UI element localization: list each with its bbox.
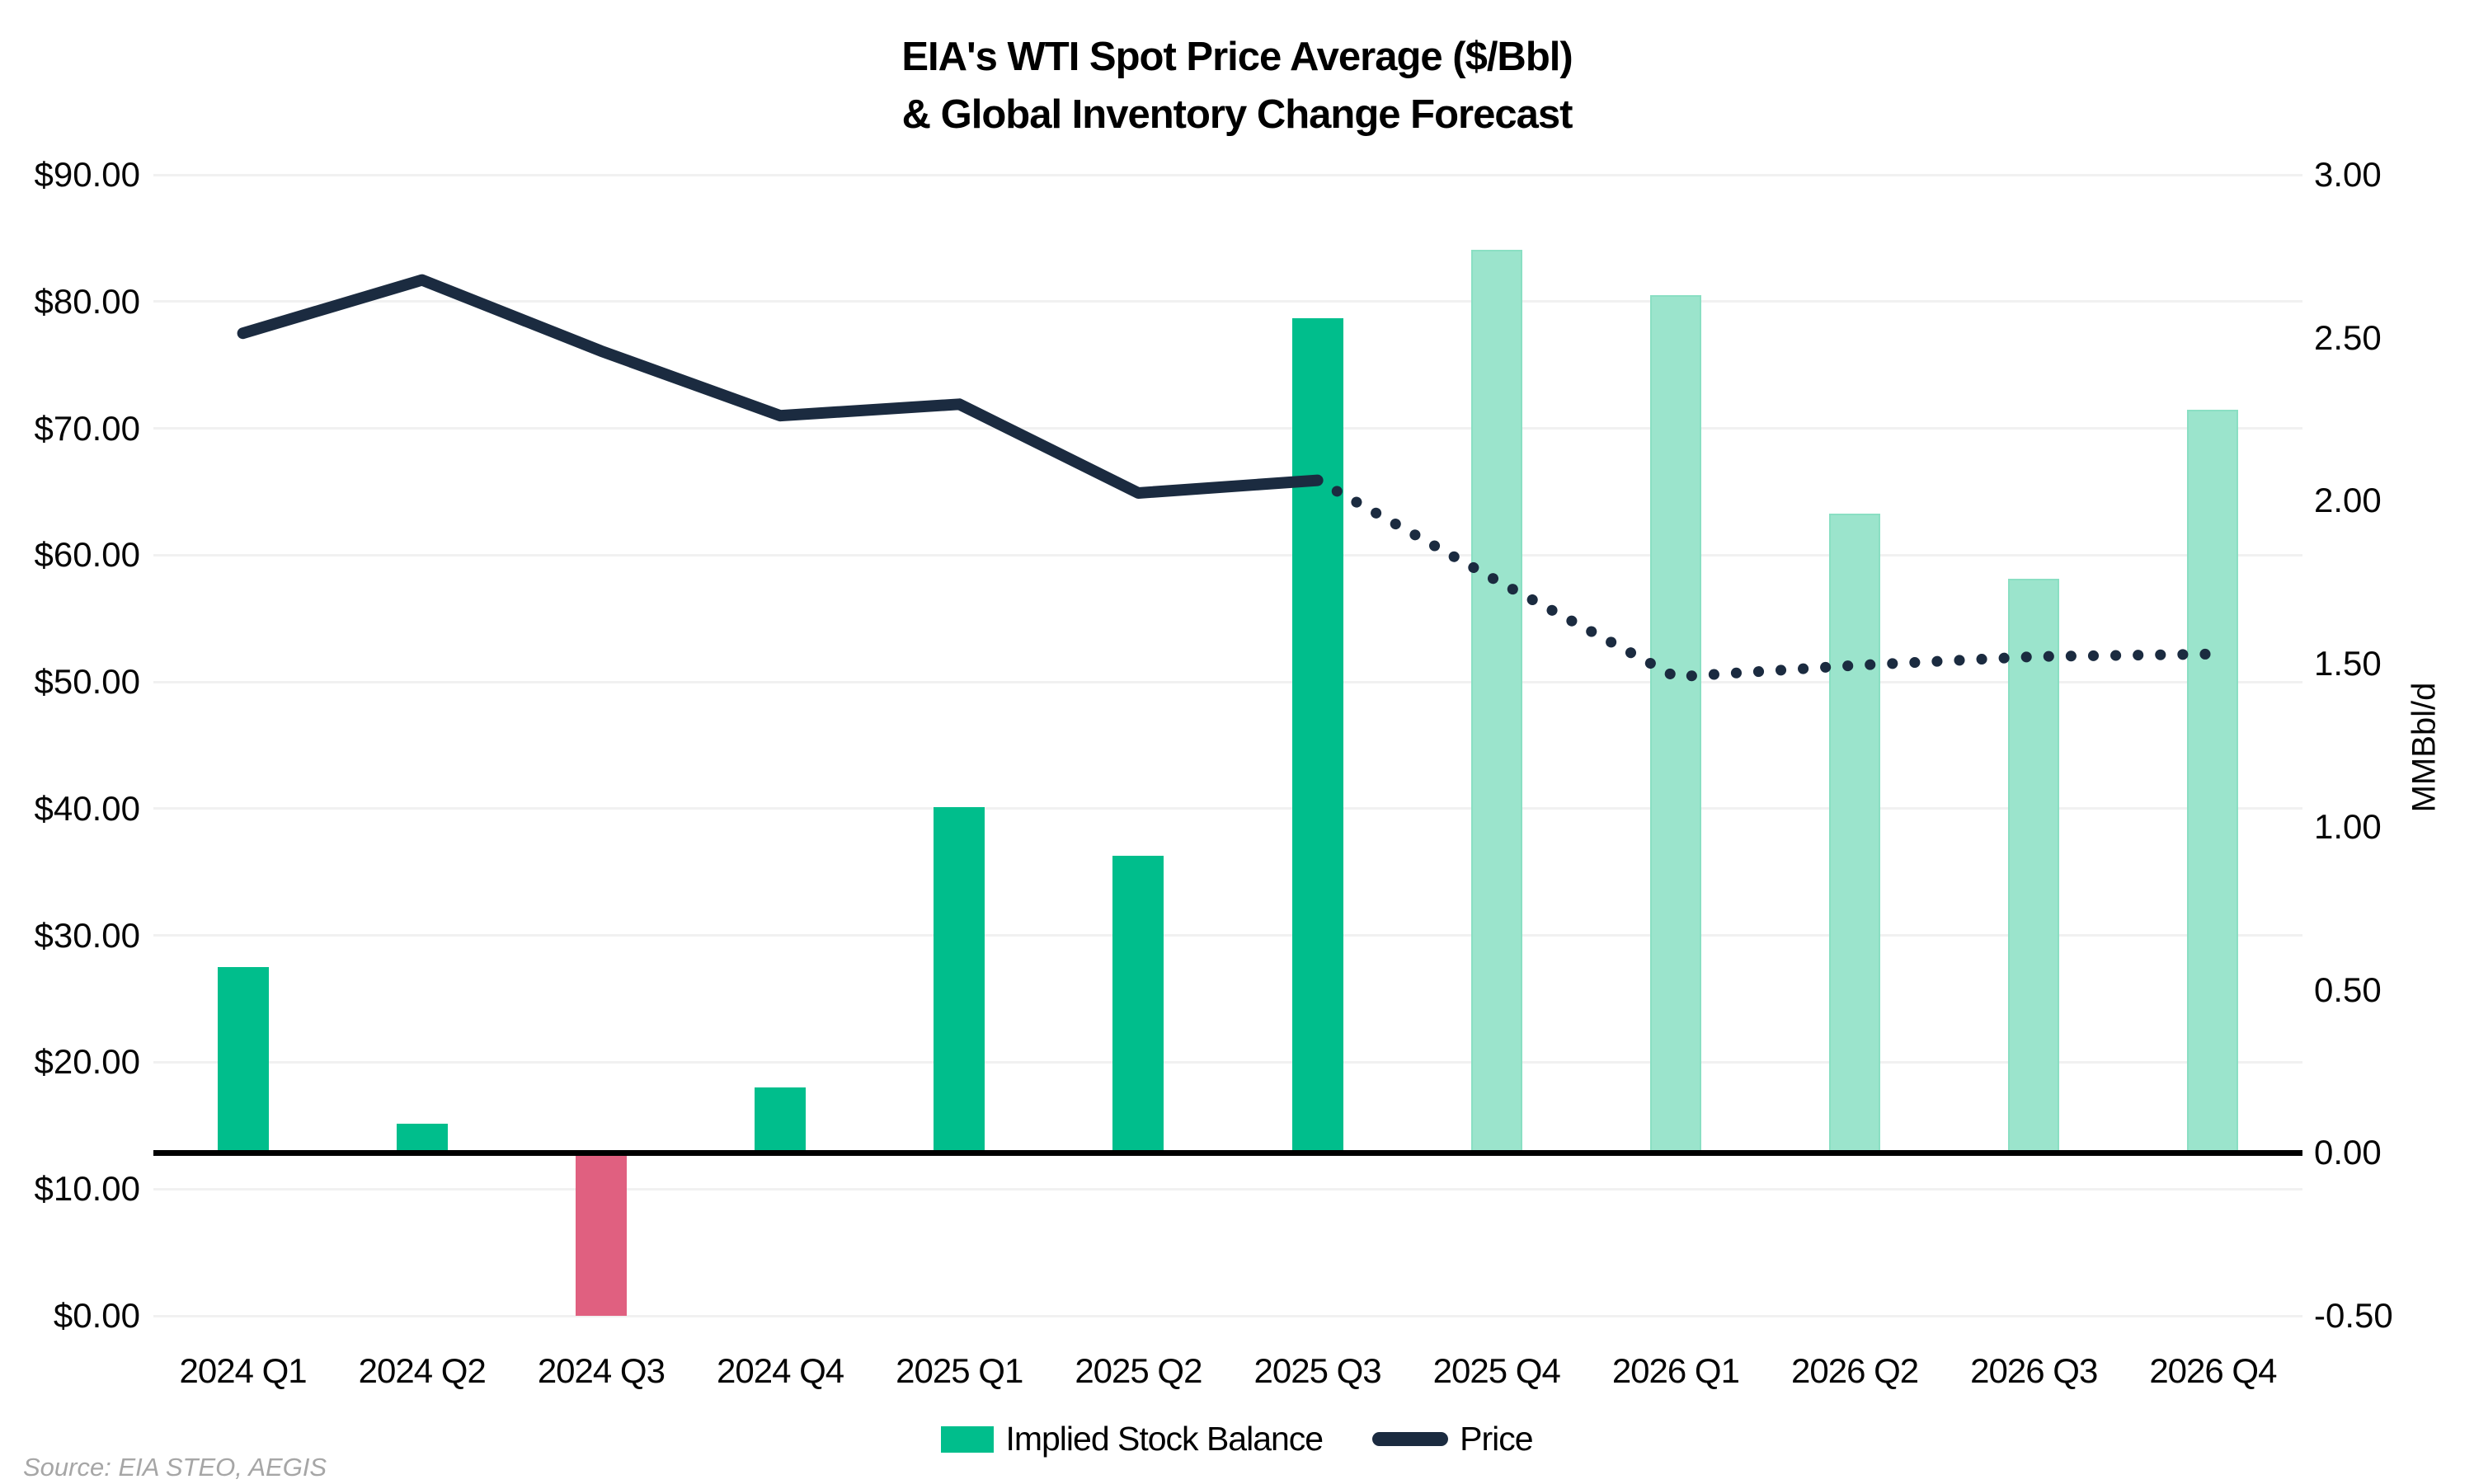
legend-line-swatch (1372, 1432, 1449, 1446)
x-axis-label: 2025 Q4 (1432, 1351, 1561, 1390)
left-axis-tick-label: $90.00 (34, 155, 140, 194)
x-axis-label: 2026 Q3 (1970, 1351, 2098, 1390)
x-axis-label: 2024 Q4 (717, 1351, 844, 1390)
left-axis-tick-label: $60.00 (34, 535, 140, 575)
x-axis-label: 2024 Q1 (179, 1351, 308, 1390)
x-axis-label: 2026 Q1 (1611, 1351, 1740, 1390)
price-line-dotted (1312, 475, 2218, 683)
x-axis-label: 2025 Q1 (896, 1351, 1023, 1390)
gridline (153, 300, 2302, 303)
gridline (153, 553, 2302, 556)
x-axis-label: 2024 Q2 (358, 1351, 487, 1390)
right-axis-tick-label: 1.50 (2314, 644, 2382, 683)
right-axis-tick-label: 1.00 (2314, 806, 2382, 846)
bar-2026-q1 (1649, 295, 1701, 1153)
right-axis-tick-label: 2.00 (2314, 481, 2382, 520)
legend-item-price: Price (1372, 1420, 1534, 1458)
left-axis-tick-label: $70.00 (34, 408, 140, 448)
x-axis-label: 2026 Q4 (2149, 1351, 2277, 1390)
x-axis-label: 2025 Q3 (1253, 1351, 1382, 1390)
right-axis-tick-label: 0.50 (2314, 970, 2382, 1009)
left-axis-tick-label: $80.00 (34, 281, 140, 321)
bar-2026-q2 (1829, 514, 1881, 1153)
chart-title-line1: EIA's WTI Spot Price Average ($/Bbl) (901, 35, 1573, 79)
left-axis-tick-label: $0.00 (53, 1296, 140, 1335)
gridline (153, 680, 2302, 683)
bar-2026-q3 (2008, 579, 2060, 1153)
legend-label: Price (1460, 1420, 1533, 1458)
bar-2024-q4 (755, 1087, 807, 1153)
source-note: Source: EIA STEO, AEGIS (23, 1453, 327, 1482)
gridline (153, 934, 2302, 937)
gridline (153, 1187, 2302, 1190)
left-axis-tick-label: $50.00 (34, 662, 140, 702)
right-axis-title: MMBbl/d (2406, 682, 2443, 813)
bar-2025-q2 (1112, 856, 1164, 1153)
chart-title-line2: & Global Inventory Change Forecast (901, 92, 1573, 137)
legend-item-implied-stock-balance: Implied Stock Balance (941, 1420, 1324, 1458)
bar-2025-q4 (1470, 249, 1522, 1153)
left-axis-tick-label: $40.00 (34, 788, 140, 828)
x-axis-label: 2025 Q2 (1075, 1351, 1202, 1390)
bar-2026-q4 (2187, 409, 2239, 1153)
bar-2024-q1 (217, 966, 269, 1153)
right-axis-tick-label: 3.00 (2314, 155, 2382, 194)
x-axis-label: 2024 Q3 (537, 1351, 666, 1390)
left-axis-tick-label: $10.00 (34, 1169, 140, 1209)
right-axis-tick-label: -0.50 (2314, 1296, 2393, 1335)
legend-bar-swatch (941, 1425, 995, 1453)
left-axis-tick-label: $20.00 (34, 1042, 140, 1082)
x-axis-label: 2026 Q2 (1791, 1351, 1919, 1390)
gridline (153, 173, 2302, 176)
bar-2025-q1 (934, 807, 985, 1153)
gridline (153, 427, 2302, 430)
gridline (153, 1314, 2302, 1317)
chart-title: EIA's WTI Spot Price Average ($/Bbl) & G… (0, 28, 2474, 143)
legend: Implied Stock Balance Price (0, 1420, 2474, 1458)
price-line-solid (237, 274, 1324, 499)
gridline (153, 807, 2302, 810)
zero-baseline (153, 1149, 2302, 1156)
gridline (153, 1060, 2302, 1064)
bar-2025-q3 (1291, 317, 1343, 1153)
bar-2024-q3 (575, 1153, 627, 1316)
right-axis-tick-label: 0.00 (2314, 1133, 2382, 1172)
right-axis-tick-label: 2.50 (2314, 317, 2382, 357)
legend-label: Implied Stock Balance (1005, 1420, 1324, 1458)
bar-2024-q2 (396, 1123, 448, 1153)
left-axis-tick-label: $30.00 (34, 915, 140, 955)
